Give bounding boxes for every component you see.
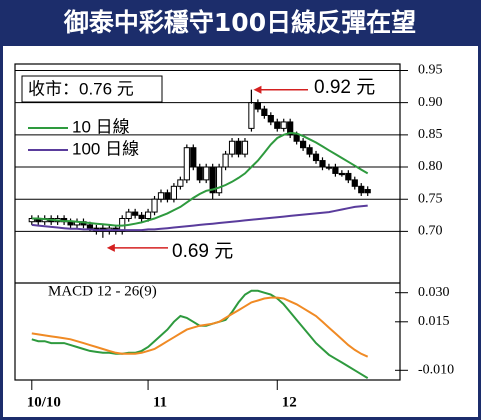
candle-body bbox=[177, 179, 184, 187]
candle-body bbox=[209, 166, 216, 194]
y-tick-label: 0.030 bbox=[418, 285, 450, 300]
y-tick-label: 0.80 bbox=[418, 159, 443, 174]
candle-body bbox=[287, 121, 294, 136]
candle-body bbox=[228, 140, 236, 155]
close-note: 收市：0.76 元 bbox=[28, 79, 134, 98]
high-note: 0.92 元 bbox=[314, 77, 375, 98]
candle-body bbox=[157, 192, 165, 200]
y-tick-label: 0.75 bbox=[418, 191, 443, 206]
x-tick-label: 12 bbox=[282, 394, 297, 410]
candle-body bbox=[125, 211, 132, 219]
candle-body bbox=[28, 218, 35, 223]
line-series bbox=[31, 204, 368, 232]
low-note: 0.69 元 bbox=[172, 241, 233, 262]
y-tick-label: 0.90 bbox=[418, 95, 443, 110]
title: 御泰中彩穩守100日線反彈在望 bbox=[63, 8, 416, 37]
candle-body bbox=[222, 153, 229, 168]
candle-body bbox=[351, 179, 358, 187]
candle-body bbox=[183, 147, 190, 181]
y-tick-label: 0.85 bbox=[418, 127, 443, 142]
line-series bbox=[31, 296, 369, 358]
candle-body bbox=[325, 166, 333, 169]
candle-body bbox=[274, 121, 281, 129]
x-tick-label: 10/10 bbox=[27, 394, 61, 410]
candle-body bbox=[300, 140, 307, 149]
candle-body bbox=[364, 189, 371, 194]
candle-body bbox=[254, 102, 261, 110]
title-bar bbox=[0, 0, 481, 46]
candle-body bbox=[132, 211, 139, 216]
candle-body bbox=[196, 166, 203, 181]
legend-label: 10 日線 bbox=[72, 117, 130, 136]
candle-body bbox=[312, 153, 320, 162]
candle-body bbox=[338, 172, 345, 176]
candle-body bbox=[144, 211, 152, 219]
y-tick-label: -0.010 bbox=[418, 363, 454, 378]
candle-body bbox=[345, 172, 352, 181]
candle-body bbox=[203, 166, 210, 181]
macd-title: MACD 12 - 26(9) bbox=[48, 283, 157, 299]
candle-body bbox=[151, 198, 158, 213]
candle-body bbox=[267, 115, 274, 123]
line-series bbox=[31, 131, 369, 227]
close-box bbox=[21, 75, 163, 103]
candle-body bbox=[216, 166, 223, 194]
candle-body bbox=[261, 108, 268, 116]
candle-body bbox=[170, 185, 178, 200]
arrow-head bbox=[106, 243, 115, 252]
candle-body bbox=[358, 185, 365, 194]
candle-body bbox=[235, 140, 242, 155]
candle-body bbox=[138, 214, 145, 219]
candle-body bbox=[241, 140, 249, 155]
arrow-head bbox=[253, 85, 262, 94]
y-tick-label: 0.015 bbox=[418, 314, 450, 329]
candle-body bbox=[280, 121, 287, 129]
candle-body bbox=[293, 134, 300, 142]
legend-label: 100 日線 bbox=[72, 139, 139, 158]
candle-body bbox=[306, 147, 313, 155]
x-tick-label: 11 bbox=[153, 394, 167, 410]
candle-body bbox=[319, 160, 326, 168]
candle-body bbox=[164, 192, 171, 200]
candle-body bbox=[332, 166, 339, 174]
y-tick-label: 0.70 bbox=[418, 224, 443, 239]
candle-body bbox=[86, 224, 94, 229]
candle-body bbox=[190, 147, 197, 168]
y-tick-label: 0.95 bbox=[418, 63, 443, 78]
candle-body bbox=[248, 102, 255, 129]
plot-frame bbox=[14, 63, 401, 381]
